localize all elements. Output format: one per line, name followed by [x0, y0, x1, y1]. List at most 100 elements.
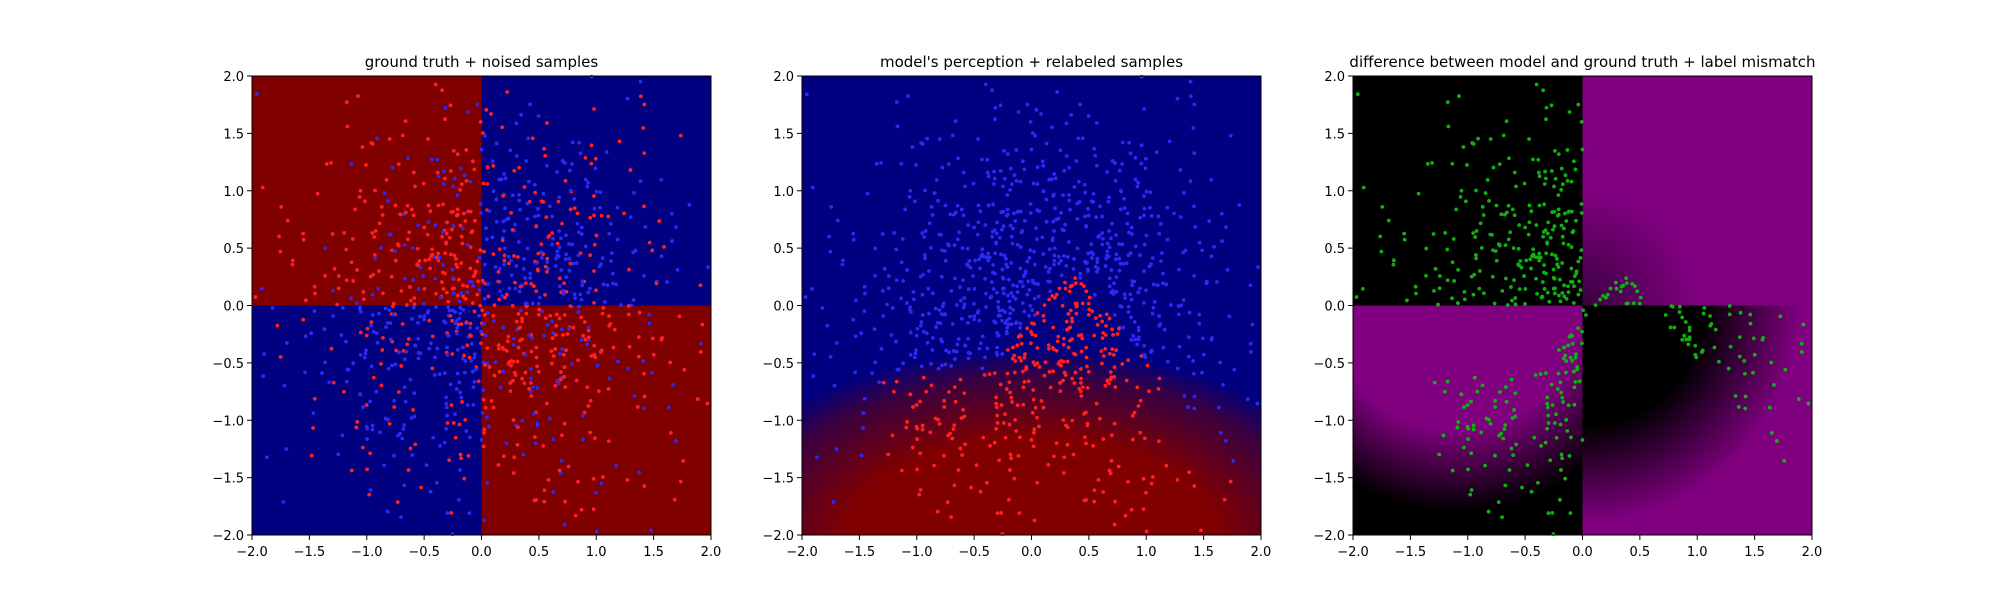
- sample-point: [502, 262, 506, 267]
- sample-point: [1487, 198, 1491, 203]
- sample-point: [903, 207, 908, 212]
- sample-point: [579, 297, 584, 302]
- sample-point: [416, 336, 421, 341]
- sample-point: [500, 238, 505, 243]
- sample-point: [932, 463, 936, 468]
- sample-point: [1197, 240, 1202, 245]
- sample-point: [673, 439, 678, 443]
- sample-point: [532, 182, 537, 187]
- sample-point: [560, 433, 564, 438]
- sample-point: [1019, 341, 1024, 346]
- sample-point: [410, 453, 415, 457]
- sample-point: [1136, 404, 1141, 408]
- sample-point: [364, 348, 369, 353]
- sample-point: [588, 215, 593, 220]
- sample-point: [353, 207, 358, 212]
- sample-point: [1551, 275, 1556, 280]
- sample-point: [1614, 286, 1619, 291]
- sample-point: [1096, 235, 1101, 239]
- sample-point: [1549, 169, 1554, 173]
- sample-point: [557, 316, 562, 321]
- sample-point: [972, 301, 976, 306]
- sample-point: [549, 349, 554, 354]
- sample-point: [579, 338, 584, 342]
- y-tick-label: 2.0: [223, 70, 244, 85]
- sample-point: [458, 166, 463, 171]
- sample-point: [392, 398, 397, 403]
- sample-point: [1157, 231, 1162, 236]
- sample-point: [1114, 275, 1119, 280]
- sample-point: [943, 258, 948, 263]
- sample-point: [1009, 182, 1014, 187]
- sample-point: [1033, 405, 1038, 410]
- sample-point: [1469, 399, 1473, 404]
- sample-point: [1092, 488, 1097, 493]
- sample-point: [942, 405, 947, 409]
- sample-point: [564, 289, 569, 294]
- sample-point: [514, 319, 519, 324]
- sample-point: [397, 350, 401, 355]
- sample-point: [1095, 163, 1099, 168]
- sample-point: [563, 257, 568, 261]
- sample-point: [336, 452, 341, 457]
- sample-point: [452, 253, 457, 258]
- sample-point: [650, 370, 654, 375]
- sample-point: [536, 369, 541, 374]
- sample-point: [998, 103, 1003, 108]
- sample-point: [412, 302, 417, 307]
- y-tick-label: 0.5: [223, 242, 244, 257]
- sample-point: [557, 245, 562, 250]
- sample-point: [1769, 430, 1774, 435]
- sample-point: [607, 314, 611, 318]
- sample-point: [1751, 336, 1756, 341]
- sample-point: [1084, 224, 1089, 228]
- sample-point: [1039, 399, 1044, 403]
- sample-point: [1566, 403, 1571, 408]
- sample-point: [1200, 336, 1205, 341]
- sample-point: [1021, 284, 1025, 289]
- sample-point: [565, 332, 570, 336]
- sample-point: [468, 333, 473, 338]
- sample-point: [1100, 214, 1105, 219]
- sample-point: [1558, 299, 1563, 304]
- sample-point: [401, 349, 406, 353]
- sample-point: [403, 399, 408, 404]
- sample-point: [1076, 333, 1081, 338]
- sample-point: [615, 359, 620, 364]
- sample-point: [1471, 231, 1476, 235]
- sample-point: [1142, 343, 1147, 348]
- sample-point: [827, 234, 832, 239]
- sample-point: [1481, 291, 1486, 296]
- sample-point: [502, 246, 507, 251]
- sample-point: [1760, 337, 1765, 342]
- sample-point: [278, 249, 283, 254]
- sample-point: [349, 468, 354, 473]
- sample-point: [1120, 140, 1125, 145]
- sample-point: [544, 215, 549, 220]
- sample-point: [1092, 499, 1097, 504]
- sample-point: [1503, 483, 1508, 488]
- sample-point: [606, 214, 611, 219]
- sample-point: [1218, 360, 1223, 365]
- sample-point: [695, 397, 700, 402]
- sample-point: [955, 237, 960, 242]
- sample-point: [1062, 254, 1066, 258]
- sample-point: [521, 452, 526, 457]
- sample-point: [1094, 401, 1099, 406]
- sample-point: [1032, 322, 1036, 326]
- sample-point: [361, 289, 366, 294]
- sample-point: [525, 246, 530, 251]
- sample-point: [497, 297, 502, 302]
- sample-point: [1538, 255, 1543, 260]
- sample-point: [324, 162, 329, 166]
- sample-point: [1165, 237, 1170, 242]
- sample-point: [1490, 274, 1495, 279]
- sample-point: [962, 414, 967, 419]
- sample-point: [1079, 349, 1084, 354]
- sample-point: [873, 360, 878, 365]
- sample-point: [1008, 311, 1013, 316]
- sample-point: [389, 363, 394, 368]
- y-tick-label: 0.5: [773, 242, 794, 257]
- sample-point: [678, 133, 683, 138]
- sample-point: [1142, 107, 1146, 111]
